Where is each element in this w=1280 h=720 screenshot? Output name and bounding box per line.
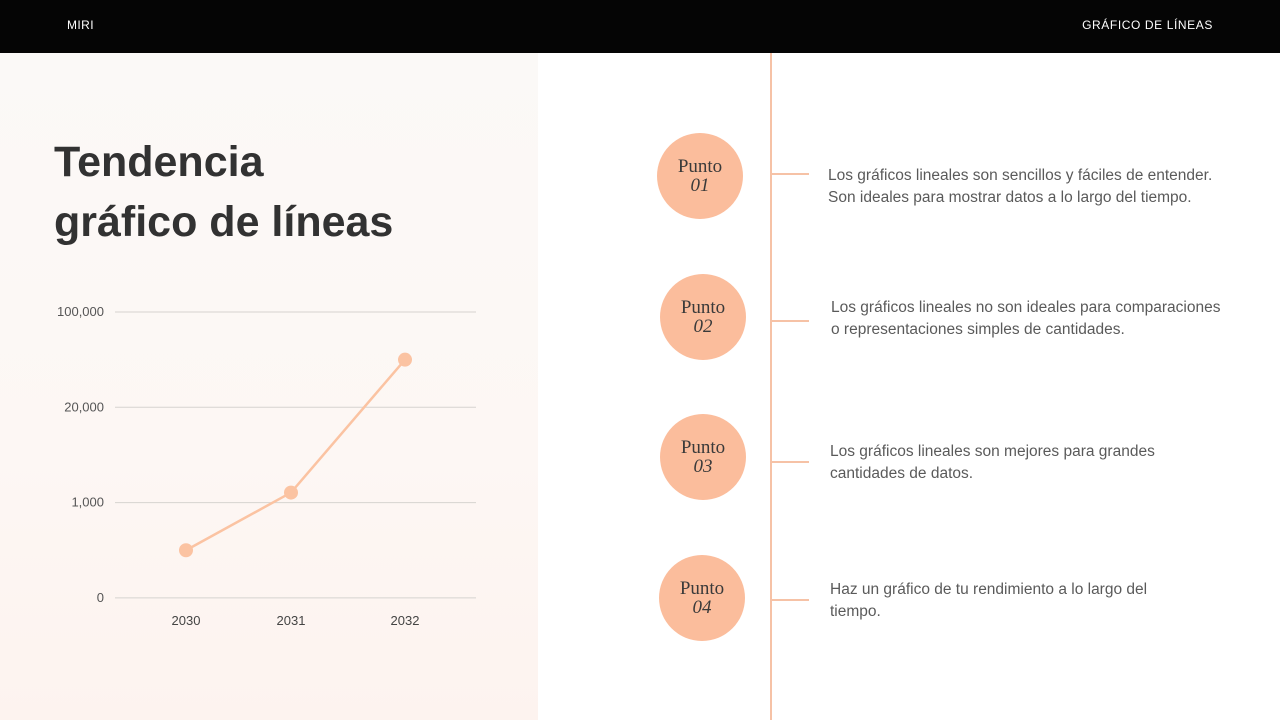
point-description-line: Los gráficos lineales son sencillos y fá… [828,167,1213,184]
point-item-4: Punto 04 Haz un gráfico de tu rendimient… [0,551,1280,641]
timeline-line [770,53,772,720]
y-tick-label: 20,000 [64,399,104,414]
point-description-line: Haz un gráfico de tu rendimiento a lo la… [830,581,1148,598]
page-title-line-1: Tendencia [54,138,264,186]
point-description-line: Los gráficos lineales son mejores para g… [830,443,1155,460]
point-connector [772,320,809,322]
x-tick-label: 2030 [172,613,201,628]
point-badge-number: 01 [690,175,710,196]
brand-name: MIRI [67,18,94,32]
point-connector [772,461,809,463]
point-description: Los gráficos lineales no son ideales par… [831,297,1231,341]
point-description: Los gráficos lineales son mejores para g… [830,441,1220,485]
point-item-3: Punto 03 Los gráficos lineales son mejor… [0,410,1280,500]
point-badge-4: Punto 04 [659,555,745,641]
x-tick-label: 2031 [277,613,306,628]
page-title: Tendencia gráfico de líneas [54,132,494,252]
data-point [284,485,298,500]
point-description: Los gráficos lineales son sencillos y fá… [828,165,1218,209]
point-badge-number: 02 [693,316,713,337]
y-tick-label: 100,000 [57,304,104,319]
point-description: Haz un gráfico de tu rendimiento a lo la… [830,579,1220,623]
page-title-line-2: gráfico de líneas [54,198,394,246]
point-connector [772,173,809,175]
section-title: GRÁFICO DE LÍNEAS [1082,18,1213,32]
left-panel [0,53,538,720]
point-description-line: tiempo. [830,603,881,620]
point-description-line: o representaciones simples de cantidades… [831,321,1125,338]
point-badge-word: Punto [677,156,723,177]
x-tick-label: 2032 [391,613,420,628]
point-badge-2: Punto 02 [660,274,746,360]
point-description-line: Los gráficos lineales no son ideales par… [831,299,1221,316]
point-badge-1: Punto 01 [657,133,743,219]
point-badge-number: 03 [693,456,713,477]
point-badge-3: Punto 03 [660,414,746,500]
point-description-line: Son ideales para mostrar datos a lo larg… [828,189,1192,206]
point-description-line: cantidades de datos. [830,465,974,482]
point-item-2: Punto 02 Los gráficos lineales no son id… [0,270,1280,360]
y-tick-label: 1,000 [71,495,104,510]
point-badge-number: 04 [692,597,712,618]
y-tick-label: 0 [97,590,104,605]
point-badge-word: Punto [680,297,726,318]
point-item-1: Punto 01 Los gráficos lineales son senci… [0,130,1280,220]
point-badge-word: Punto [679,578,725,599]
line-chart: 0 1,000 20,000 100,000 2030 2031 2032 [57,304,476,628]
data-point [398,352,412,367]
point-badge-word: Punto [680,437,726,458]
top-bar: MIRI GRÁFICO DE LÍNEAS [0,0,1280,53]
data-point [179,543,193,558]
point-connector [772,599,809,601]
